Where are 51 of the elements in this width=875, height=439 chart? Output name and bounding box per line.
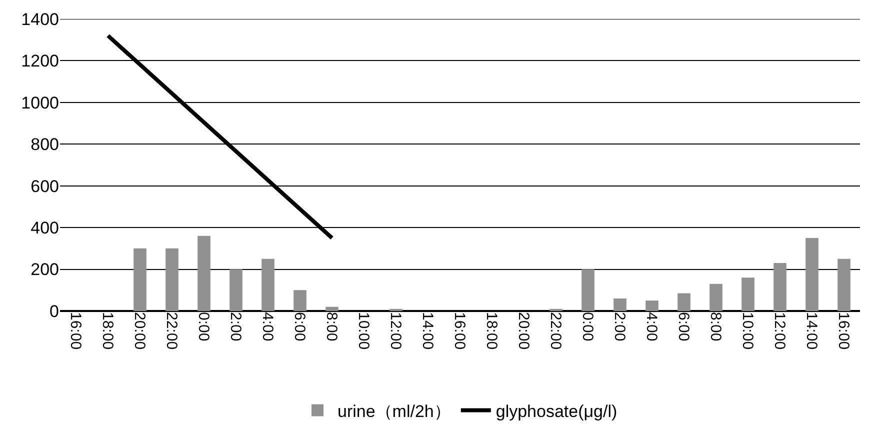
x-tick-label: 20:00: [515, 312, 532, 350]
bar: [166, 248, 178, 311]
y-tick-label: 1200: [21, 52, 59, 71]
x-tick-label: 6:00: [291, 312, 308, 342]
bar: [198, 236, 210, 311]
x-tick-label: 22:00: [547, 312, 564, 350]
y-tick-label: 0: [50, 302, 59, 321]
x-tick-label: 4:00: [643, 312, 660, 342]
legend-label: glyphosate(μg/l): [496, 402, 618, 421]
x-tick-label: 14:00: [419, 312, 436, 350]
y-tick-label: 1000: [21, 93, 59, 112]
bar: [646, 300, 658, 311]
y-tick-label: 1400: [21, 10, 59, 29]
bar: [614, 298, 626, 311]
bar: [294, 290, 306, 311]
x-tick-label: 12:00: [387, 312, 404, 350]
bar: [678, 293, 690, 311]
x-tick-label: 18:00: [483, 312, 500, 350]
x-tick-label: 10:00: [739, 312, 756, 350]
bar: [774, 263, 786, 311]
bar: [710, 284, 722, 311]
x-tick-label: 6:00: [675, 312, 692, 342]
y-tick-label: 200: [30, 260, 59, 280]
x-tick-label: 0:00: [579, 312, 596, 342]
y-tick-label: 600: [30, 176, 59, 196]
x-tick-label: 2:00: [611, 312, 628, 342]
x-tick-label: 12:00: [771, 312, 788, 350]
x-tick-label: 16:00: [67, 312, 84, 350]
x-tick-label: 14:00: [803, 312, 820, 350]
y-tick-label: 800: [30, 135, 59, 154]
x-tick-label: 16:00: [451, 312, 468, 350]
x-tick-label: 2:00: [227, 312, 244, 342]
x-tick-label: 18:00: [99, 312, 116, 350]
bar: [742, 278, 754, 311]
bar: [326, 306, 338, 311]
bar: [230, 269, 242, 311]
bar: [262, 258, 274, 311]
bar: [134, 248, 146, 311]
x-tick-label: 20:00: [131, 312, 148, 350]
x-tick-label: 0:00: [195, 312, 212, 342]
y-tick-label: 400: [30, 218, 59, 238]
x-tick-label: 10:00: [355, 312, 372, 350]
x-tick-label: 22:00: [163, 312, 180, 350]
x-tick-label: 8:00: [707, 312, 724, 342]
x-tick-label: 8:00: [323, 312, 340, 342]
x-tick-label: 4:00: [259, 312, 276, 342]
bar: [582, 269, 594, 311]
bar: [838, 258, 850, 311]
legend-label: urine（ml/2h）: [338, 402, 451, 421]
bar: [806, 238, 818, 311]
x-tick-label: 16:00: [835, 312, 852, 350]
